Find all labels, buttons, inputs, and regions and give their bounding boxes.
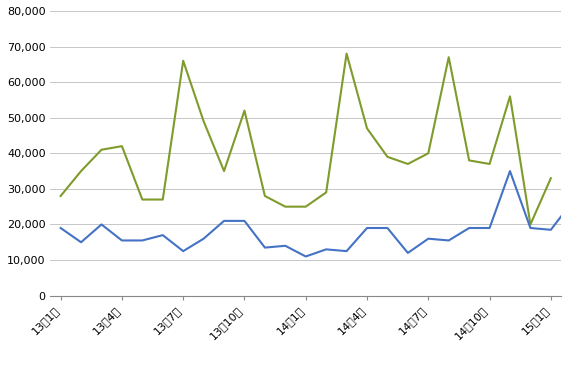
輸入額 <box>241 108 248 113</box>
輸入額 <box>486 162 493 166</box>
輸出額 <box>527 226 534 230</box>
輸出額 <box>323 247 329 252</box>
輸出額 <box>486 226 493 230</box>
輸出額 <box>404 251 411 255</box>
輸入額 <box>200 119 207 124</box>
輸出額 <box>282 244 289 248</box>
輸入額 <box>548 176 554 180</box>
輸入額 <box>180 58 187 63</box>
輸出額 <box>241 219 248 223</box>
輸出額 <box>98 222 105 227</box>
輸入額 <box>119 144 126 149</box>
輸出額 <box>343 249 350 254</box>
輸出額 <box>57 226 64 230</box>
輸入額 <box>364 126 370 131</box>
輸出額 <box>261 245 268 250</box>
輸入額 <box>527 222 534 227</box>
輸出額 <box>180 249 187 254</box>
輸出額 <box>220 219 227 223</box>
輸入額 <box>220 169 227 173</box>
輸入額 <box>78 169 85 173</box>
Line: 輸出額: 輸出額 <box>61 171 568 257</box>
輸入額 <box>507 94 513 99</box>
輸出額 <box>364 226 370 230</box>
輸出額 <box>78 240 85 244</box>
輸入額 <box>302 204 309 209</box>
輸出額 <box>139 238 146 243</box>
輸出額 <box>160 233 166 237</box>
輸入額 <box>282 204 289 209</box>
輸入額 <box>445 55 452 60</box>
輸入額 <box>160 197 166 202</box>
輸入額 <box>261 194 268 198</box>
輸出額 <box>119 238 126 243</box>
輸入額 <box>425 151 432 155</box>
輸出額 <box>302 254 309 259</box>
輸入額 <box>343 52 350 56</box>
輸入額 <box>466 158 473 163</box>
輸入額 <box>139 197 146 202</box>
輸出額 <box>445 238 452 243</box>
輸入額 <box>57 194 64 198</box>
輸入額 <box>98 147 105 152</box>
Line: 輸入額: 輸入額 <box>61 54 551 224</box>
輸入額 <box>384 155 391 159</box>
輸出額 <box>507 169 513 173</box>
輸出額 <box>384 226 391 230</box>
輸出額 <box>425 236 432 241</box>
輸出額 <box>548 227 554 232</box>
輸入額 <box>404 162 411 166</box>
輸出額 <box>466 226 473 230</box>
輸出額 <box>200 236 207 241</box>
輸入額 <box>323 190 329 195</box>
